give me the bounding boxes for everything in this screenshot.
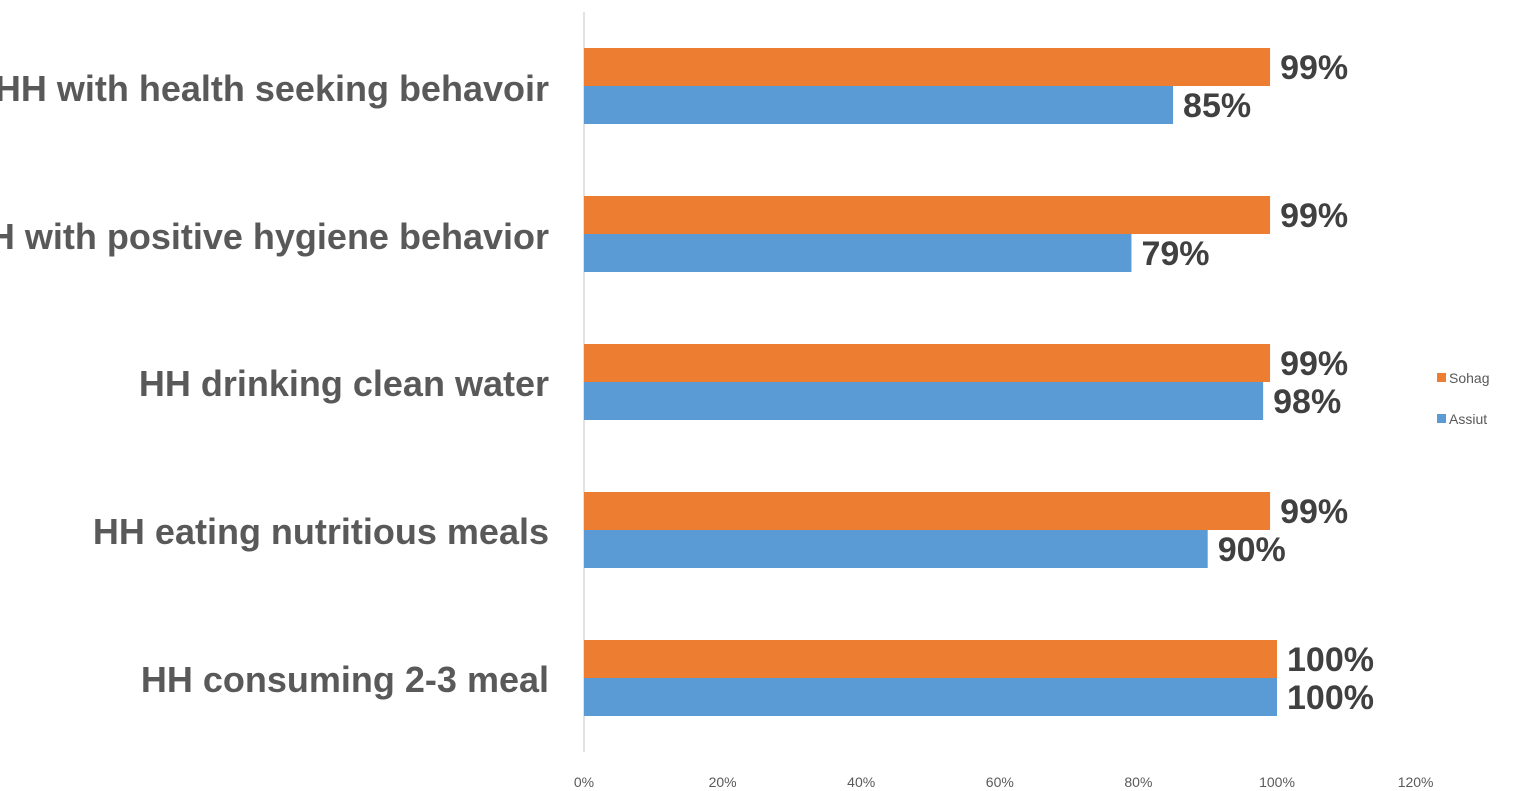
x-tick-label: 120% (1398, 774, 1434, 790)
x-tick-label: 40% (847, 774, 875, 790)
data-label: 99% (1280, 49, 1348, 87)
category-label: HH with health seeking behavoir (0, 68, 549, 109)
legend: Sohag Assiut (1437, 370, 1489, 427)
bar-sohag (584, 640, 1277, 678)
data-label: 99% (1280, 345, 1348, 383)
x-tick-labels: 0% 20% 40% 60% 80% 100% 120% (574, 774, 1434, 790)
bar-assiut (584, 234, 1132, 272)
data-label: 90% (1218, 531, 1286, 569)
bar-assiut (584, 530, 1208, 568)
x-tick-label: 100% (1259, 774, 1295, 790)
category-labels: HH with health seeking behavoir HH with p… (0, 68, 549, 700)
data-labels: 99%85%99%79%99%98%99%90%100%100% (1141, 49, 1373, 717)
x-tick-label: 0% (574, 774, 594, 790)
category-label: HH eating nutritious meals (93, 511, 549, 552)
x-tick-label: 80% (1124, 774, 1152, 790)
data-label: 79% (1141, 235, 1209, 273)
bar-sohag (584, 48, 1271, 86)
category-label: HH drinking clean water (139, 363, 549, 404)
legend-swatch-sohag (1437, 373, 1446, 382)
x-tick-label: 60% (986, 774, 1014, 790)
data-label: 100% (1287, 679, 1374, 717)
data-label: 100% (1287, 641, 1374, 679)
legend-label: Sohag (1449, 370, 1489, 386)
category-label: HH consuming 2-3 meal (141, 659, 549, 700)
legend-swatch-assiut (1437, 414, 1446, 423)
category-label: HH with positive hygiene behavior (0, 216, 549, 257)
bar-sohag (584, 344, 1271, 382)
bar-assiut (584, 382, 1264, 420)
bar-assiut (584, 678, 1277, 716)
x-tick-label: 20% (709, 774, 737, 790)
bar-assiut (584, 86, 1174, 124)
data-label: 99% (1280, 197, 1348, 235)
data-label: 98% (1273, 383, 1341, 421)
bar-sohag (584, 492, 1271, 530)
legend-label: Assiut (1449, 411, 1487, 427)
data-label: 99% (1280, 493, 1348, 531)
data-label: 85% (1183, 87, 1251, 125)
bar-sohag (584, 196, 1271, 234)
bars-layer (584, 48, 1277, 716)
